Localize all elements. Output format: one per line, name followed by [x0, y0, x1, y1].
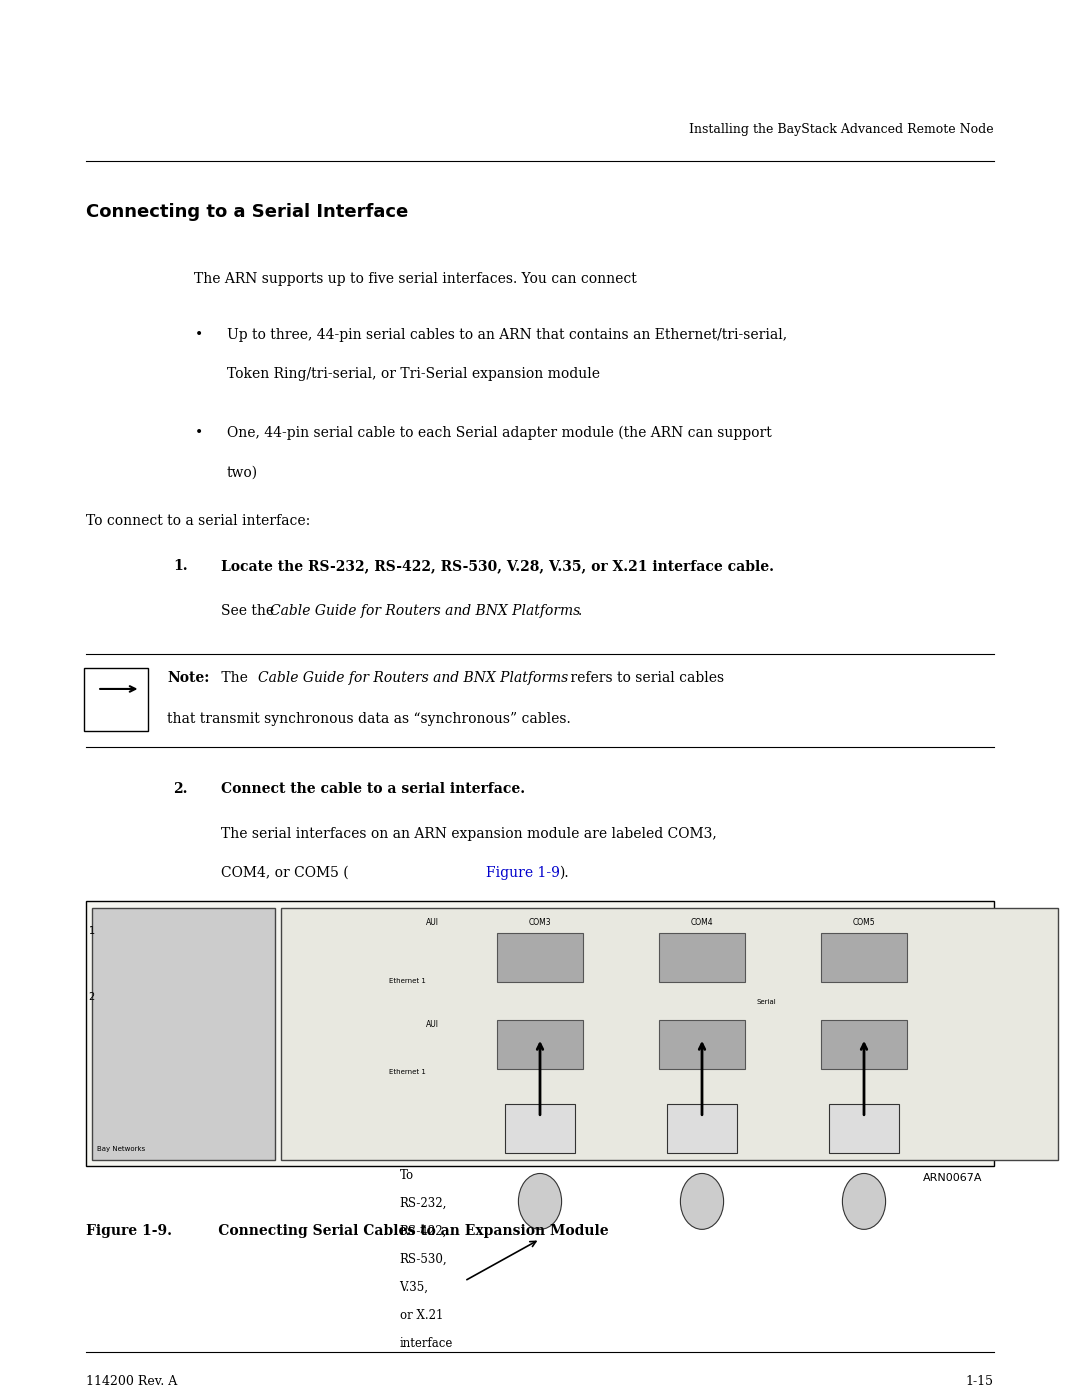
- Bar: [497, 933, 583, 982]
- Text: COM3: COM3: [529, 918, 551, 926]
- Text: Connecting to a Serial Interface: Connecting to a Serial Interface: [86, 203, 408, 221]
- Bar: [659, 1020, 745, 1069]
- Text: AUI: AUI: [426, 918, 438, 926]
- Text: ARN0067A: ARN0067A: [923, 1173, 983, 1183]
- Text: Figure 1-9.: Figure 1-9.: [86, 1224, 173, 1238]
- Text: 1.: 1.: [173, 559, 188, 573]
- Ellipse shape: [518, 1173, 562, 1229]
- Text: 1: 1: [89, 926, 95, 936]
- Text: Cable Guide for Routers and BNX Platforms: Cable Guide for Routers and BNX Platform…: [270, 604, 580, 617]
- Text: .: .: [578, 604, 582, 617]
- Text: Cable Guide for Routers and BNX Platforms: Cable Guide for Routers and BNX Platform…: [258, 671, 568, 685]
- Ellipse shape: [680, 1173, 724, 1229]
- Bar: [821, 1020, 907, 1069]
- Text: •: •: [194, 328, 203, 342]
- Text: Ethernet 1: Ethernet 1: [389, 978, 426, 983]
- Text: Note:: Note:: [167, 671, 210, 685]
- Text: refers to serial cables: refers to serial cables: [566, 671, 724, 685]
- Text: •: •: [194, 426, 203, 440]
- Bar: [659, 933, 745, 982]
- Text: Ethernet 1: Ethernet 1: [389, 1069, 426, 1074]
- Bar: [667, 1104, 737, 1153]
- Bar: [497, 1020, 583, 1069]
- Text: One, 44-pin serial cable to each Serial adapter module (the ARN can support: One, 44-pin serial cable to each Serial …: [227, 426, 771, 440]
- Text: COM5: COM5: [853, 918, 875, 926]
- Bar: [829, 1104, 899, 1153]
- Bar: [92, 908, 275, 1160]
- Bar: [505, 1104, 575, 1153]
- Text: RS-530,: RS-530,: [400, 1253, 447, 1266]
- Ellipse shape: [842, 1173, 886, 1229]
- FancyBboxPatch shape: [84, 668, 148, 731]
- Text: Installing the BayStack Advanced Remote Node: Installing the BayStack Advanced Remote …: [689, 123, 994, 136]
- Text: interface: interface: [400, 1337, 453, 1350]
- Text: See the: See the: [221, 604, 279, 617]
- Text: The serial interfaces on an ARN expansion module are labeled COM3,: The serial interfaces on an ARN expansio…: [221, 827, 717, 841]
- Text: COM4: COM4: [691, 918, 713, 926]
- Text: Token Ring/tri-serial, or Tri-Serial expansion module: Token Ring/tri-serial, or Tri-Serial exp…: [227, 367, 599, 381]
- Bar: [821, 933, 907, 982]
- Text: ).: ).: [559, 866, 569, 880]
- Text: RS-422,: RS-422,: [400, 1225, 447, 1238]
- Text: Up to three, 44-pin serial cables to an ARN that contains an Ethernet/tri-serial: Up to three, 44-pin serial cables to an …: [227, 328, 787, 342]
- Text: The ARN supports up to five serial interfaces. You can connect: The ARN supports up to five serial inter…: [194, 272, 637, 286]
- Text: The: The: [217, 671, 253, 685]
- Text: AUI: AUI: [426, 1020, 438, 1028]
- Text: Connect the cable to a serial interface.: Connect the cable to a serial interface.: [221, 782, 526, 796]
- Text: COM4, or COM5 (: COM4, or COM5 (: [221, 866, 349, 880]
- Text: To: To: [400, 1169, 414, 1182]
- Text: To connect to a serial interface:: To connect to a serial interface:: [86, 514, 311, 528]
- Text: 2.: 2.: [173, 782, 187, 796]
- Text: Figure 1-9: Figure 1-9: [486, 866, 559, 880]
- Text: 114200 Rev. A: 114200 Rev. A: [86, 1375, 177, 1387]
- Text: 1-15: 1-15: [966, 1375, 994, 1387]
- Text: Bay Networks: Bay Networks: [97, 1146, 146, 1151]
- Text: Serial: Serial: [757, 999, 777, 1004]
- Text: that transmit synchronous data as “synchronous” cables.: that transmit synchronous data as “synch…: [167, 712, 571, 726]
- Text: two): two): [227, 465, 258, 479]
- Bar: [281, 908, 1058, 1160]
- Text: Locate the RS-232, RS-422, RS-530, V.28, V.35, or X.21 interface cable.: Locate the RS-232, RS-422, RS-530, V.28,…: [221, 559, 774, 573]
- Text: or X.21: or X.21: [400, 1309, 443, 1322]
- Text: V.35,: V.35,: [400, 1281, 429, 1294]
- Text: Connecting Serial Cables to an Expansion Module: Connecting Serial Cables to an Expansion…: [189, 1224, 609, 1238]
- Bar: [86, 901, 994, 1166]
- Text: 2: 2: [89, 992, 95, 1002]
- Text: RS-232,: RS-232,: [400, 1197, 447, 1210]
